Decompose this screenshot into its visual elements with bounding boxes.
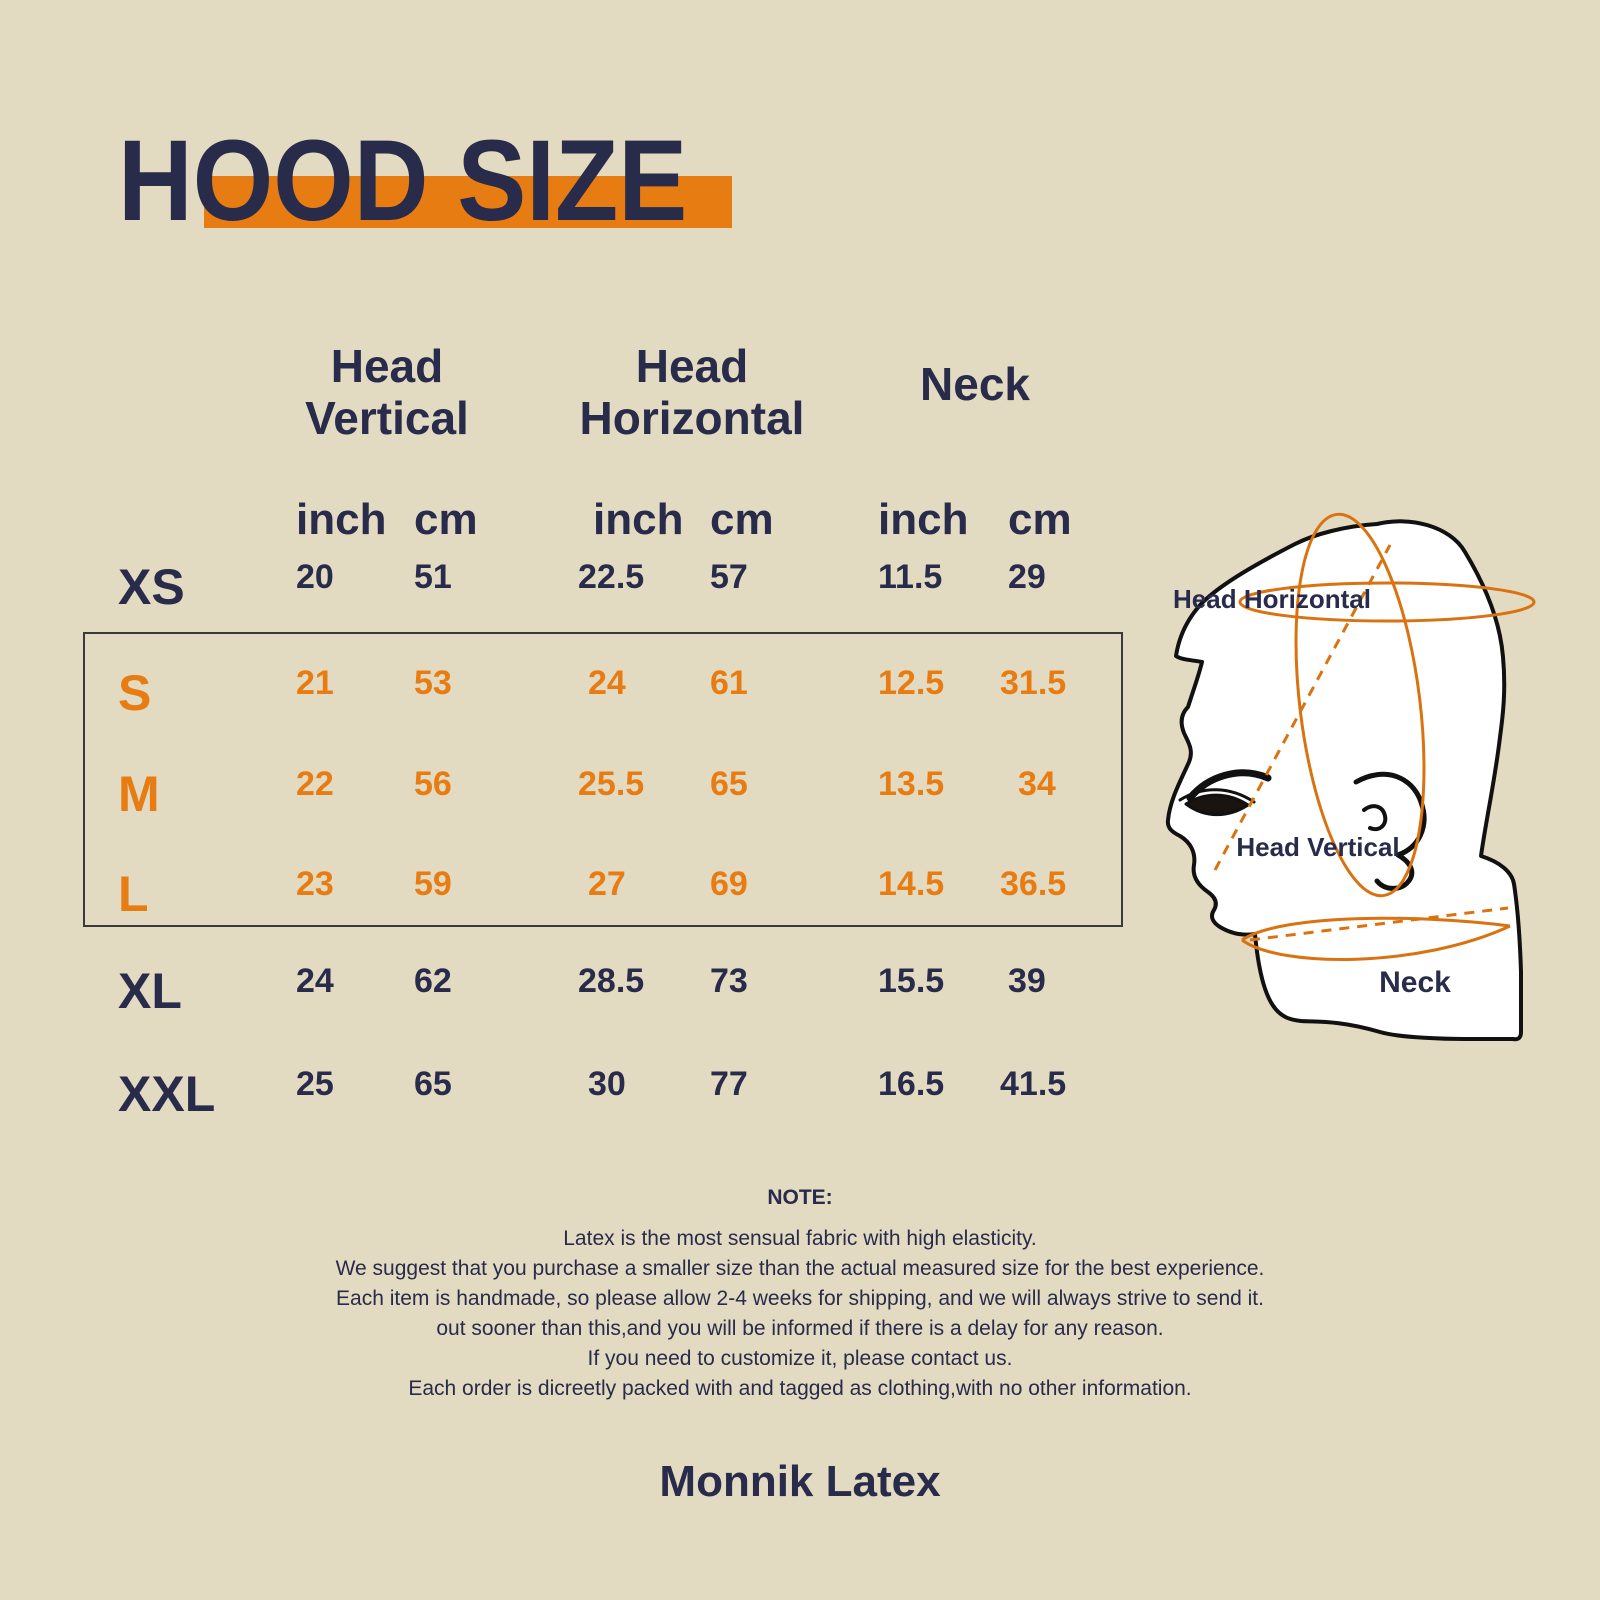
svg-text:Neck: Neck	[1379, 966, 1451, 999]
svg-text:Head Horizontal: Head Horizontal	[1173, 584, 1371, 614]
svg-text:Head Vertical: Head Vertical	[1236, 832, 1399, 862]
